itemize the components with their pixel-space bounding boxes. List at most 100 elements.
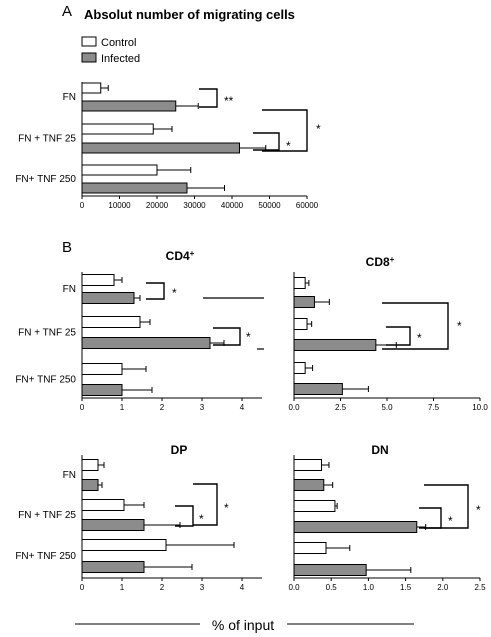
dp-x-tick-label: 0	[80, 583, 85, 592]
legend-infected-swatch	[81, 52, 97, 63]
dp-significance-label: *	[224, 501, 229, 515]
cd8-title: CD8+	[366, 255, 395, 270]
a-bar-control-fn-tnf-250	[81, 164, 158, 176]
cd8-significance-bracket	[382, 302, 449, 350]
dn-x-tick-label: 0.5	[326, 583, 338, 592]
cd8-bar-control-fn-tnf-250	[293, 362, 306, 374]
dn-significance-bracket	[424, 484, 469, 529]
dn-x-tick-label: 1.5	[400, 583, 412, 592]
cd8-x-tick-label: 0.0	[288, 403, 300, 412]
dn-bar-infected-fn-tnf-25	[293, 521, 418, 533]
cd8-bar-infected-fn	[293, 296, 315, 308]
cd4-x-tick-label: 1	[120, 403, 125, 412]
panel-label-b: B	[62, 239, 72, 256]
a-x-tick-label: 30000	[183, 201, 206, 210]
dp-category-label: FN+ TNF 250	[15, 551, 76, 562]
cd4-x-tick-label: 2	[160, 403, 165, 412]
legend-infected-label: Infected	[101, 53, 140, 65]
dp-significance-label: *	[199, 512, 204, 526]
cd4-bar-infected-fn	[81, 292, 135, 304]
cd8-x-tick-label: 10.0	[472, 403, 488, 412]
chart-panel-dp: DP FN FN + TNF 25 FN+ TNF 250 0 1 2 3 4 * *	[15, 443, 262, 592]
dp-bar-infected-fn-tnf-25	[81, 519, 145, 531]
cd4-category-label: FN+ TNF 250	[15, 375, 76, 386]
a-category-label: FN	[63, 92, 76, 103]
a-bar-infected-fn-tnf-250	[81, 182, 188, 194]
cd8-x-tick-label: 5.0	[381, 403, 393, 412]
a-significance-label: *	[316, 122, 321, 136]
dn-x-tick-label: 0.0	[288, 583, 300, 592]
dn-bar-control-fn-tnf-25	[293, 500, 336, 512]
cd8-significance-label: *	[417, 331, 422, 345]
dn-title: DN	[371, 443, 388, 457]
a-category-label: FN+ TNF 250	[15, 174, 76, 185]
cd8-x-tick-label: 7.5	[428, 403, 440, 412]
dp-significance-bracket	[175, 505, 194, 527]
a-category-label: FN + TNF 25	[18, 134, 76, 145]
cd4-significance-bracket	[213, 327, 241, 346]
dn-bar-control-fn	[293, 459, 323, 471]
chart-panel-dn: DN 0.0 0.5 1.0 1.5 2.0 2.5 * *	[288, 443, 486, 592]
cd4-bar-control-fn-tnf-250	[81, 363, 123, 375]
a-bar-control-fn-tnf-25	[81, 123, 154, 135]
dp-bar-control-fn	[81, 459, 99, 471]
cd4-significance-label: *	[172, 286, 177, 300]
cd4-significance-bracket	[146, 282, 165, 300]
dp-x-tick-label: 2	[160, 583, 165, 592]
dn-x-tick-label: 2.0	[437, 583, 449, 592]
dp-title: DP	[171, 443, 188, 457]
cd8-significance-bracket	[386, 326, 411, 346]
cd8-title-sup: +	[390, 255, 395, 264]
cd4-title: CD4+	[166, 249, 195, 264]
panel-label-a: A	[62, 3, 72, 20]
dn-significance-label: *	[476, 503, 481, 517]
dp-bar-infected-fn-tnf-250	[81, 561, 145, 573]
cd4-x-tick-label: 3	[200, 403, 205, 412]
a-x-tick-label: 60000	[296, 201, 319, 210]
chart-panel-cd8: CD8+ 0.0 2.5 5.0 7.5 10.0 * *	[288, 255, 488, 413]
dn-bar-control-fn-tnf-250	[293, 542, 327, 554]
cd4-bar-control-fn-tnf-25	[81, 316, 141, 328]
legend-control-label: Control	[101, 37, 136, 49]
cd4-significance-label: *	[246, 330, 251, 344]
chart-panel-a: Absolut number of migrating cells FN FN + …	[15, 7, 321, 210]
dp-significance-bracket	[193, 483, 218, 526]
cd8-bar-infected-fn-tnf-250	[293, 383, 343, 395]
dn-significance-label: *	[448, 514, 453, 528]
dn-x-tick-label: 1.0	[363, 583, 375, 592]
dn-bar-infected-fn-tnf-250	[293, 564, 367, 576]
a-bar-infected-fn	[81, 100, 177, 112]
dn-significance-bracket	[419, 507, 442, 529]
cd4-bar-control-fn	[81, 274, 115, 286]
cd8-significance-label: *	[457, 319, 462, 333]
a-significance-bracket	[262, 109, 308, 152]
dp-category-label: FN + TNF 25	[18, 510, 76, 521]
dp-category-label: FN	[63, 470, 76, 481]
cd8-bar-control-fn-tnf-25	[293, 318, 308, 330]
a-x-tick-label: 50000	[258, 201, 281, 210]
a-bar-infected-fn-tnf-25	[81, 142, 240, 154]
a-x-tick-label: 0	[80, 201, 85, 210]
cd4-category-label: FN + TNF 25	[18, 328, 76, 339]
dp-bar-control-fn-tnf-25	[81, 499, 125, 511]
a-x-tick-label: 20000	[146, 201, 169, 210]
a-title: Absolut number of migrating cells	[84, 7, 295, 22]
cd8-bar-infected-fn-tnf-25	[293, 339, 377, 351]
legend: Control Infected	[81, 36, 140, 65]
cd4-bar-infected-fn-tnf-25	[81, 337, 211, 349]
a-significance-label: *	[286, 139, 291, 153]
cd4-category-label: FN	[63, 284, 76, 295]
cd4-title-sup: +	[190, 249, 195, 258]
dp-x-tick-label: 3	[200, 583, 205, 592]
a-significance-bracket	[199, 88, 218, 108]
dn-x-tick-label: 2.5	[474, 583, 486, 592]
a-bar-control-fn	[81, 82, 102, 94]
dp-bar-infected-fn	[81, 479, 99, 491]
chart-panel-cd4: CD4+ FN FN + TNF 25 FN+ TNF 250 0 1 2 3 4 * *	[15, 249, 264, 412]
a-x-tick-label: 10000	[108, 201, 131, 210]
dp-x-tick-label: 1	[120, 583, 125, 592]
cd4-x-tick-label: 0	[80, 403, 85, 412]
cd4-x-tick-label: 4	[240, 403, 245, 412]
cd4-bar-infected-fn-tnf-250	[81, 384, 123, 396]
